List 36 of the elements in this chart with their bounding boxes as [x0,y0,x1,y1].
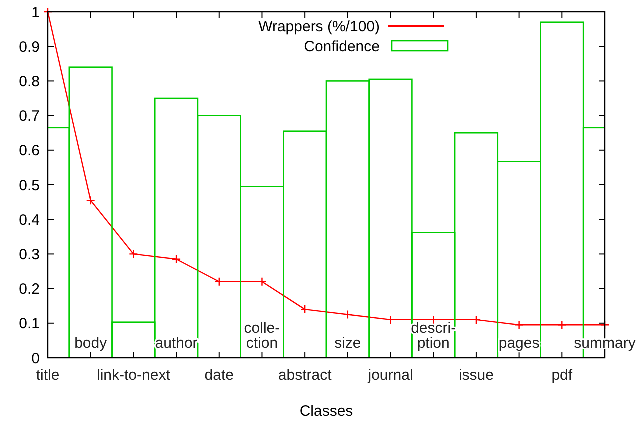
x-tick-label: colle- ction [244,320,280,352]
y-tick-label: 0.3 [19,246,40,264]
y-tick-label: 0 [32,350,40,368]
x-tick-label: title [36,367,60,384]
x-tick-label: pdf [552,367,574,384]
point [386,315,396,325]
y-tick-label: 0.9 [19,38,40,56]
point [558,320,567,330]
x-axis-title: Classes [300,403,354,420]
legend-label: Wrappers (%/100) [258,18,380,36]
legend-label: Confidence [304,38,380,56]
x-tick-label: body [74,335,108,352]
x-tick-label: size [334,335,362,352]
x-tick-label: pages [498,335,540,352]
x-tick-label: link-to-next [97,367,172,384]
point [472,315,482,325]
x-tick-label: issue [458,367,494,384]
y-tick-label: 0.6 [19,142,40,160]
point [514,320,524,330]
point [214,277,224,286]
point [300,304,310,314]
point [172,254,182,264]
point [86,196,96,206]
y-tick-label: 0.7 [19,108,40,126]
x-tick-label: date [204,367,234,384]
y-tick-label: 0.5 [19,177,40,194]
point [129,250,138,259]
y-tick-label: 0.2 [19,281,40,298]
y-tick-label: 0.8 [19,73,40,90]
y-tick-label: 0.4 [19,212,40,229]
x-tick-label: abstract [278,367,333,384]
y-tick-label: 1 [32,4,40,22]
point [343,310,353,320]
x-tick-label: journal [367,367,414,384]
point [258,277,267,286]
y-tick-label: 0.1 [19,316,40,333]
